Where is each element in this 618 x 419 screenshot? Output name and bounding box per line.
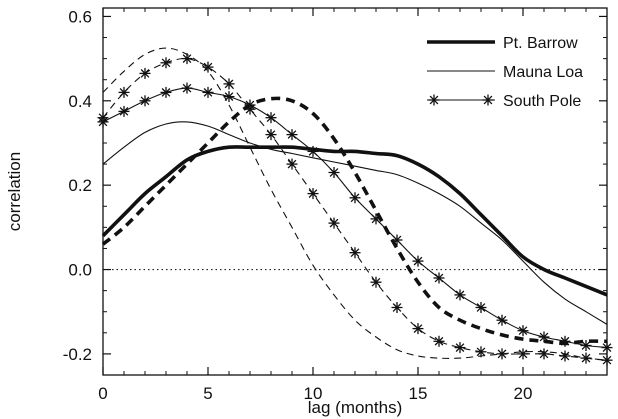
- series-thin-dashed-star: [97, 53, 613, 366]
- y-tick-label: 0.4: [68, 92, 92, 111]
- legend-label: Mauna Loa: [503, 64, 583, 81]
- series-line-thick-solid: [101, 145, 608, 297]
- data-point-star: [349, 192, 361, 204]
- data-point-star: [307, 145, 319, 157]
- data-point-star: [454, 289, 466, 301]
- data-point-star: [391, 234, 403, 246]
- data-point-star: [433, 272, 445, 284]
- series-layer: [97, 47, 613, 366]
- series-thin-solid-star: [97, 82, 613, 354]
- data-point-star: [328, 167, 340, 178]
- legend-star-marker: [482, 94, 494, 106]
- data-point-star: [181, 53, 193, 65]
- data-point-star: [433, 335, 445, 347]
- series-thick-solid: [101, 145, 608, 297]
- legend-label: Pt. Barrow: [503, 35, 578, 52]
- y-tick-label: -0.2: [63, 345, 92, 364]
- data-point-star: [370, 276, 382, 288]
- data-point-star: [454, 342, 466, 354]
- data-point-star: [559, 350, 571, 362]
- data-point-star: [496, 314, 508, 326]
- data-point-star: [244, 103, 256, 115]
- x-tick-label: 0: [98, 384, 107, 403]
- data-point-star: [286, 158, 298, 170]
- data-point-star: [349, 247, 361, 259]
- data-point-star: [202, 61, 214, 73]
- data-point-star: [265, 129, 277, 141]
- series-line-thick-dashed: [101, 96, 608, 346]
- x-tick-label: 10: [304, 384, 323, 403]
- x-tick-label: 5: [203, 384, 212, 403]
- data-point-star: [412, 255, 424, 267]
- x-tick-label: 15: [409, 384, 428, 403]
- series-line-thin-solid: [102, 121, 608, 325]
- data-point-star: [118, 86, 130, 98]
- legend: Pt. Barrow Mauna Loa South Pole: [427, 35, 583, 110]
- y-tick-label: 0.2: [68, 176, 92, 195]
- series-thick-dashed: [101, 96, 608, 346]
- series-thin-solid: [102, 121, 608, 325]
- y-tick-label: 0.6: [68, 7, 92, 26]
- legend-star-marker: [428, 94, 440, 106]
- legend-item: Mauna Loa: [427, 64, 583, 81]
- legend-item: South Pole: [427, 93, 581, 110]
- x-tick-label: 20: [514, 384, 533, 403]
- data-point-star: [517, 348, 529, 360]
- data-point-star: [328, 217, 340, 229]
- data-point-star: [412, 323, 424, 335]
- data-point-star: [286, 129, 298, 141]
- x-axis-title: lag (months): [308, 398, 402, 417]
- data-point-star: [223, 91, 235, 103]
- data-point-star: [391, 302, 403, 313]
- data-point-star: [202, 86, 214, 98]
- data-point-star: [160, 86, 172, 98]
- data-point-star: [475, 302, 487, 313]
- legend-item: Pt. Barrow: [427, 35, 578, 52]
- ticks-layer: 0 5 10 15 20 -0.2 0.0 0.2 0.4 0.6: [63, 7, 608, 403]
- data-point-star: [580, 352, 592, 364]
- data-point-star: [538, 331, 550, 343]
- data-point-star: [370, 213, 382, 225]
- legend-label: South Pole: [503, 93, 581, 110]
- data-point-star: [223, 78, 235, 90]
- data-point-star: [307, 188, 319, 200]
- data-point-star: [139, 95, 151, 107]
- data-point-star: [496, 348, 508, 360]
- data-point-star: [538, 348, 550, 360]
- data-point-star: [181, 82, 193, 94]
- y-axis-title: correlation: [5, 152, 24, 231]
- data-point-star: [475, 346, 487, 358]
- series-line-thin-solid-star: [102, 87, 608, 349]
- data-point-star: [160, 57, 172, 69]
- data-point-star: [517, 325, 529, 337]
- data-point-star: [265, 112, 277, 124]
- y-tick-label: 0.0: [68, 261, 92, 280]
- data-point-star: [580, 340, 592, 351]
- data-point-star: [118, 105, 130, 117]
- data-point-star: [139, 67, 151, 79]
- data-point-star: [559, 335, 571, 347]
